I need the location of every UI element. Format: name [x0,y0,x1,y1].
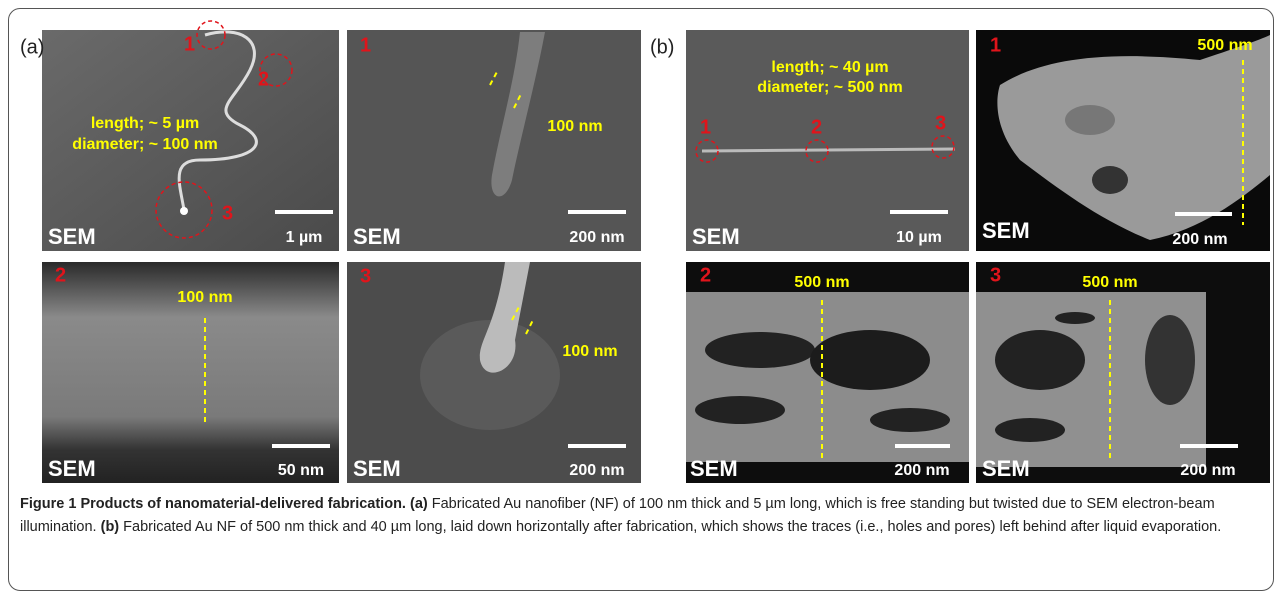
annotation: diameter; ~ 100 nm [72,136,217,153]
sem-label: SEM [690,456,738,481]
annotation: 100 nm [562,343,617,360]
caption-part-text: Fabricated Au NF of 500 nm thick and 40 … [123,519,1221,535]
image-label: 2 [700,264,711,286]
image-label: 2 [55,264,66,286]
scale-label: 200 nm [569,229,624,246]
annotation: 100 nm [547,118,602,135]
panel-label: (b) [650,36,674,58]
scale-label: 50 nm [278,462,324,479]
scale-label: 200 nm [569,462,624,479]
sem-image: 3 100 nm 200 nm SEM [347,262,641,483]
image-label: 3 [990,264,1001,286]
figure-number: Figure 1 [20,496,76,512]
caption-part-label: (b) [101,519,120,535]
figure-images: 1 2 3 length; ~ 5 µm diameter; ~ 100 nm … [0,0,1282,495]
sem-label: SEM [982,218,1030,243]
annotation: 500 nm [794,274,849,291]
image-label: 3 [360,265,371,287]
caption-title: Products of nanomaterial-delivered fabri… [80,496,406,512]
scale-label: 1 µm [286,229,323,246]
scale-label: 200 nm [1172,231,1227,248]
sem-label: SEM [982,456,1030,481]
marker: 1 [184,33,195,55]
sem-label: SEM [48,456,96,481]
sem-label: SEM [48,224,96,249]
scale-label: 10 µm [896,229,942,246]
annotation: 500 nm [1082,274,1137,291]
scale-label: 200 nm [1180,462,1235,479]
sem-label: SEM [353,456,401,481]
annotation: 100 nm [177,289,232,306]
caption-part-label: (a) [410,496,428,512]
annotation: diameter; ~ 500 nm [757,79,902,96]
sem-image: 3 500 nm 200 nm SEM [976,262,1270,483]
sem-image: 1 2 3 length; ~ 5 µm diameter; ~ 100 nm … [42,21,339,251]
marker: 1 [700,116,711,138]
sem-label: SEM [692,224,740,249]
sem-image: 1 500 nm 200 nm SEM [976,30,1270,251]
sem-label: SEM [353,224,401,249]
annotation: 500 nm [1197,37,1252,54]
image-label: 1 [360,34,371,56]
page: 1 2 3 length; ~ 5 µm diameter; ~ 100 nm … [0,0,1282,599]
marker: 2 [258,68,269,90]
sem-image: 1 2 3 length; ~ 40 µm diameter; ~ 500 nm… [686,30,969,251]
annotation: length; ~ 40 µm [771,59,888,76]
figure-caption: Figure 1 Products of nanomaterial-delive… [20,493,1270,539]
sem-image: 2 500 nm 200 nm SEM [686,262,969,483]
sem-image: 2 100 nm 50 nm SEM [42,262,339,483]
sem-image: 1 100 nm 200 nm SEM [347,30,641,251]
scale-label: 200 nm [894,462,949,479]
annotation: length; ~ 5 µm [91,115,199,132]
marker: 3 [935,112,946,134]
marker: 3 [222,202,233,224]
panel-label: (a) [20,36,44,58]
image-label: 1 [990,34,1001,56]
marker: 2 [811,116,822,138]
